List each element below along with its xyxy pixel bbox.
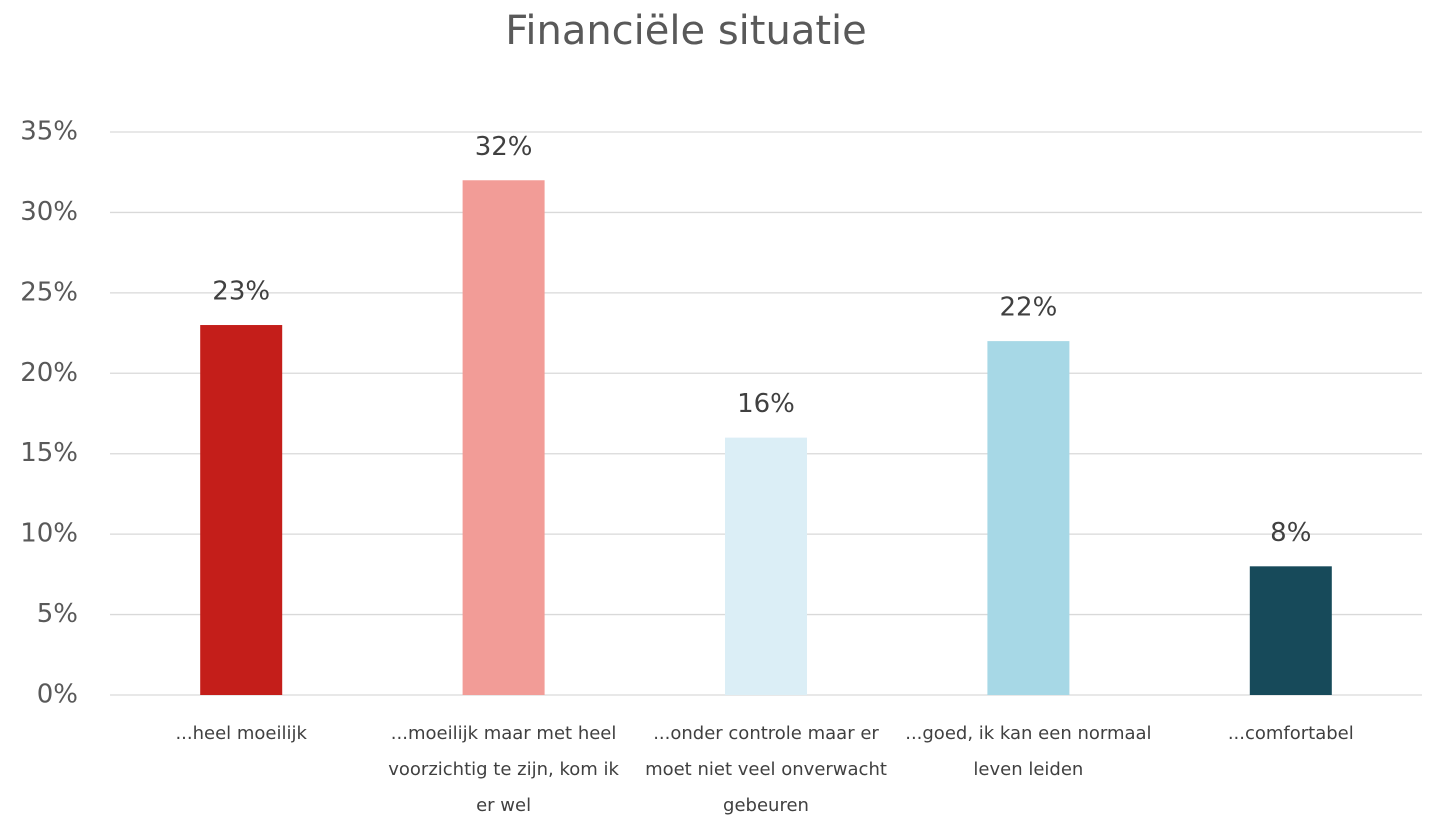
data-label: 23%: [212, 277, 270, 307]
y-tick-label: 25%: [20, 277, 78, 307]
y-tick-label: 20%: [20, 358, 78, 388]
bar: [987, 341, 1070, 695]
y-tick-label: 5%: [37, 599, 78, 629]
y-tick-label: 10%: [20, 519, 78, 549]
x-tick-label: ...comfortabel: [1227, 723, 1354, 744]
chart-title: Financiële situatie: [505, 8, 866, 54]
data-label: 16%: [737, 389, 795, 419]
bar: [1249, 566, 1332, 695]
data-label: 22%: [1000, 293, 1058, 323]
y-tick-label: 30%: [20, 197, 78, 227]
x-tick-label: ...goed, ik kan een normaal leven leiden: [905, 723, 1152, 780]
bar: [725, 437, 807, 695]
data-label: 32%: [475, 132, 533, 162]
bar: [462, 180, 545, 695]
y-tick-label: 15%: [20, 438, 78, 468]
data-label: 8%: [1270, 518, 1311, 548]
x-tick-label: ...moeilijk maar met heel voorzichtig te…: [388, 723, 619, 816]
y-tick-label: 0%: [37, 680, 78, 710]
y-tick-label: 35%: [20, 117, 78, 147]
bar: [200, 325, 283, 695]
x-tick-label: ...onder controle maar er moet niet veel…: [645, 723, 887, 816]
x-tick-label: ...heel moeilijk: [175, 723, 307, 744]
